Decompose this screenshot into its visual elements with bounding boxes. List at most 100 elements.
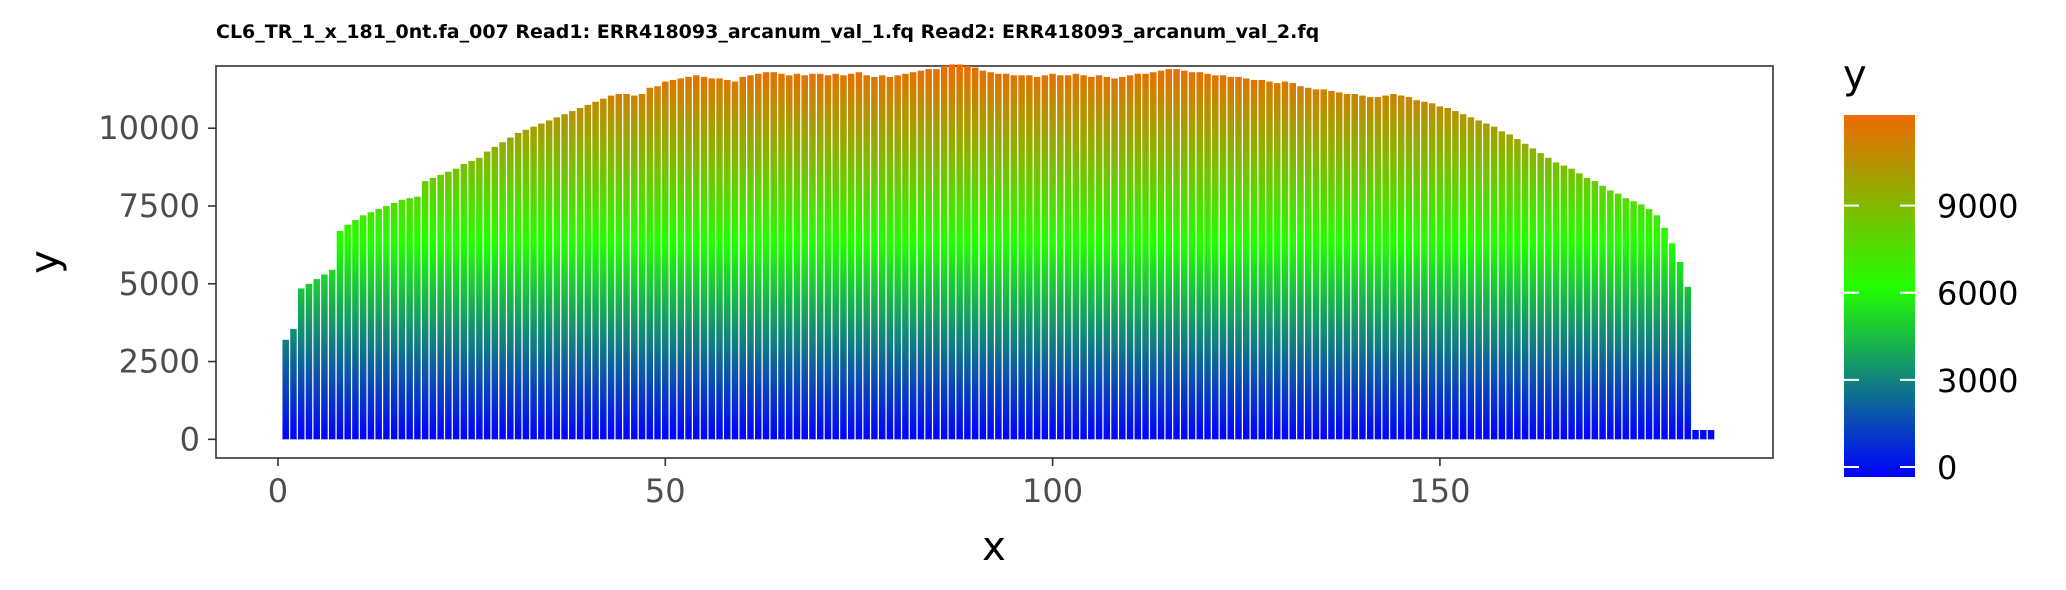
bar bbox=[305, 283, 313, 440]
bar bbox=[979, 70, 987, 440]
bar bbox=[1157, 70, 1165, 440]
bar bbox=[716, 78, 723, 440]
plot-panel bbox=[215, 65, 1774, 459]
bar bbox=[1552, 162, 1560, 440]
y-tick-label: 10000 bbox=[98, 109, 200, 147]
bar bbox=[801, 75, 808, 440]
bar bbox=[964, 66, 971, 440]
bar bbox=[1607, 190, 1614, 440]
bar bbox=[863, 75, 870, 440]
bar bbox=[1103, 76, 1111, 440]
bar bbox=[1281, 81, 1289, 440]
bar bbox=[669, 80, 677, 440]
bar bbox=[1638, 204, 1645, 440]
bar bbox=[693, 75, 700, 440]
bar bbox=[1351, 94, 1358, 440]
bar bbox=[1599, 185, 1606, 440]
bar bbox=[1088, 76, 1095, 440]
bar bbox=[925, 69, 932, 440]
bar bbox=[832, 73, 839, 440]
bar bbox=[600, 98, 607, 440]
bar bbox=[499, 142, 506, 440]
bar bbox=[894, 75, 901, 440]
bar bbox=[1428, 103, 1436, 440]
bar bbox=[662, 81, 669, 440]
bar bbox=[1204, 73, 1211, 440]
bar bbox=[1142, 73, 1149, 440]
bar bbox=[383, 206, 390, 440]
bar bbox=[1622, 198, 1630, 440]
bar bbox=[654, 86, 661, 440]
bar bbox=[731, 81, 739, 440]
bar bbox=[917, 70, 925, 440]
bar bbox=[956, 64, 963, 440]
bar bbox=[1335, 92, 1343, 440]
bar bbox=[739, 76, 746, 440]
bar bbox=[1483, 123, 1490, 440]
bar bbox=[476, 157, 483, 440]
bar bbox=[1080, 75, 1087, 440]
bar bbox=[1506, 134, 1513, 440]
y-axis: 0 2500 5000 7500 10000 bbox=[98, 109, 216, 458]
bar bbox=[1134, 73, 1142, 440]
bar bbox=[816, 73, 824, 440]
bar bbox=[1033, 76, 1041, 440]
bar bbox=[793, 73, 801, 440]
bar bbox=[328, 269, 336, 440]
bar bbox=[1196, 72, 1204, 440]
bar bbox=[1049, 73, 1056, 440]
bar bbox=[406, 198, 413, 440]
y-axis-title: y bbox=[22, 250, 68, 274]
bar bbox=[522, 129, 530, 440]
bar bbox=[1010, 75, 1018, 440]
chart-title: CL6_TR_1_x_181_0nt.fa_007 Read1: ERR4180… bbox=[216, 21, 1319, 43]
bar-series bbox=[282, 64, 1715, 440]
colorbar-tick-label: 9000 bbox=[1937, 188, 2018, 226]
colorbar-ticks: 0 3000 6000 9000 bbox=[1844, 188, 2018, 487]
bar bbox=[1676, 262, 1684, 440]
bar bbox=[1459, 114, 1467, 440]
bar bbox=[1514, 139, 1521, 440]
bar bbox=[1669, 243, 1676, 440]
bar bbox=[778, 73, 785, 440]
bar bbox=[321, 274, 328, 440]
bar bbox=[1119, 76, 1126, 440]
bar bbox=[1537, 153, 1544, 440]
bar bbox=[344, 224, 351, 440]
bar bbox=[886, 76, 894, 440]
bar bbox=[530, 126, 537, 440]
bar bbox=[367, 212, 375, 440]
bar bbox=[1614, 193, 1622, 440]
bar bbox=[359, 215, 367, 440]
x-axis-title: x bbox=[982, 524, 1006, 570]
bar bbox=[1583, 178, 1591, 440]
bar bbox=[615, 94, 623, 440]
bar bbox=[352, 220, 359, 440]
bar bbox=[1568, 168, 1575, 440]
bar bbox=[429, 178, 437, 440]
bar bbox=[948, 64, 956, 440]
bar bbox=[1057, 75, 1064, 440]
bar bbox=[1018, 75, 1025, 440]
bar bbox=[1545, 157, 1552, 440]
bar bbox=[1188, 72, 1196, 440]
bar bbox=[1273, 83, 1281, 440]
bar bbox=[437, 174, 444, 440]
bar bbox=[1630, 201, 1637, 440]
bar bbox=[1653, 215, 1661, 440]
bar bbox=[902, 73, 909, 440]
bar bbox=[491, 146, 499, 440]
bar bbox=[1374, 97, 1382, 440]
y-tick-label: 0 bbox=[180, 420, 200, 458]
color-legend: y 0 3000 6000 9000 bbox=[1843, 52, 2018, 487]
bar bbox=[1041, 75, 1049, 440]
bar bbox=[1475, 120, 1482, 440]
bar bbox=[909, 72, 917, 440]
x-tick-label: 100 bbox=[1022, 472, 1083, 510]
bar bbox=[708, 78, 716, 440]
bar bbox=[762, 72, 770, 440]
bar bbox=[685, 76, 692, 440]
bar bbox=[592, 101, 599, 440]
bar bbox=[1173, 69, 1180, 440]
